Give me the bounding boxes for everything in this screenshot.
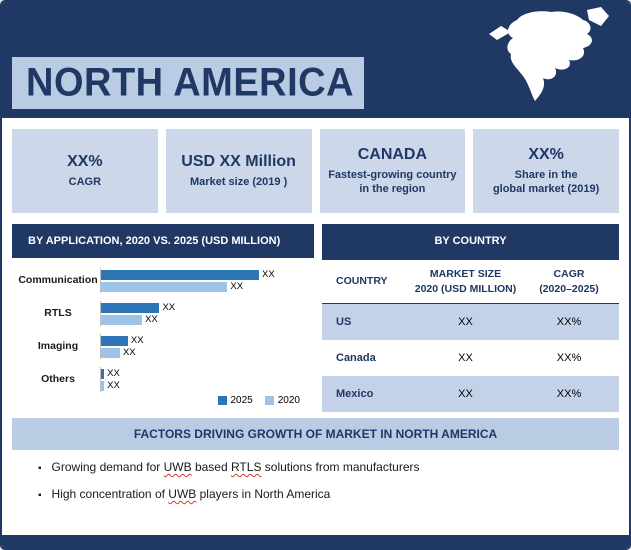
category-label: Imaging (37, 340, 79, 353)
category-label: Others (41, 373, 75, 386)
stat-card: CANADA Fastest-growing country in the re… (319, 129, 466, 213)
stat-label: Share in the global market (2019) (492, 168, 600, 195)
title-panel: NORTH AMERICA (12, 57, 364, 109)
category-label: Communication (18, 274, 98, 287)
bar-2020 (101, 281, 228, 292)
table-cell-country: Mexico (336, 388, 374, 400)
table-body: US XX XX% Canada XX XX% Mexico XX XX% (322, 304, 619, 412)
spellcheck-flagged-word: UWB (168, 487, 197, 501)
bar-value-label: XX (130, 335, 144, 346)
bar-value-label: XX (145, 314, 158, 325)
stat-label: Market size (2019 ) (190, 175, 288, 188)
legend-label: 2020 (277, 395, 300, 406)
country-table: COUNTRY MARKET SIZE 2020 (USD MILLION) CAG… (322, 258, 619, 414)
table-cell-cagr: XX% (556, 352, 582, 364)
stat-value: XX% (67, 152, 103, 170)
bar-value-label: XX (262, 269, 275, 280)
stat-card: XX% CAGR (12, 129, 158, 213)
bar-2020 (101, 380, 105, 391)
table-row: US XX XX% (322, 304, 619, 340)
chart-category-row: RTLS XX XX (16, 301, 310, 326)
table-header-cell: CAGR (2020–2025) (539, 268, 599, 295)
table-row: Canada XX XX% (322, 340, 619, 376)
middle-section: BY APPLICATION, 2020 VS. 2025 (USD MILLI… (12, 224, 619, 414)
spellcheck-flagged-word: UWB (163, 460, 192, 474)
table-header-cell: MARKET SIZE 2020 (USD MILLION) (414, 268, 517, 295)
table-row: Mexico XX XX% (322, 376, 619, 412)
section-header-by-application: BY APPLICATION, 2020 VS. 2025 (USD MILLI… (12, 224, 314, 258)
stat-card: XX% Share in the global market (2019) (473, 129, 619, 213)
page-title: NORTH AMERICA (26, 60, 355, 105)
table-cell-country: Canada (336, 352, 376, 364)
chart-category-row: Others XX XX (16, 367, 310, 392)
chart-category-row: Imaging XX XX (16, 334, 310, 359)
bar-value-label: XX (107, 380, 120, 391)
legend-item-2025: 2025 (217, 395, 253, 406)
legend-item-2020: 2020 (264, 395, 300, 406)
bullet-square-icon: ▪ (38, 490, 42, 501)
stats-row: XX% CAGR USD XX Million Market size (201… (12, 129, 619, 213)
application-bar-chart: Communication XX XX RTLS XX XX Imaging XX XX Othe… (12, 258, 314, 414)
by-application-section: BY APPLICATION, 2020 VS. 2025 (USD MILLI… (12, 224, 314, 414)
chart-legend: 2025 2020 (217, 395, 300, 406)
bar-2020 (101, 347, 120, 358)
stat-label: CAGR (68, 175, 102, 188)
by-country-section: BY COUNTRY COUNTRY MARKET SIZE 2020 (USD … (322, 224, 619, 414)
bar-value-label: XX (122, 347, 136, 358)
bullet-square-icon: ▪ (38, 463, 42, 474)
north-america-map-icon (483, 4, 623, 104)
table-cell-cagr: XX% (556, 316, 582, 328)
spellcheck-flagged-word: RTLS (230, 460, 262, 474)
table-cell-val: XX (458, 316, 473, 328)
bar-2025 (101, 368, 105, 379)
bar-group: XX XX (100, 367, 310, 392)
bar-2020 (101, 314, 143, 325)
bar-2025 (101, 335, 128, 346)
bar-value-label: XX (107, 368, 120, 379)
bullet-text: Growing demand for UWB based RTLS soluti… (51, 460, 420, 474)
legend-swatch (217, 396, 227, 405)
chart-rows: Communication XX XX RTLS XX XX Imaging XX XX Othe… (16, 268, 310, 392)
table-cell-country: US (336, 316, 352, 328)
chart-category-row: Communication XX XX (16, 268, 310, 293)
stat-label: Fastest-growing country in the region (328, 168, 457, 195)
bar-group: XX XX (100, 268, 310, 293)
bar-2025 (101, 269, 259, 280)
header-band: NORTH AMERICA (2, 2, 629, 118)
bar-value-label: XX (230, 281, 244, 292)
stat-card: USD XX Million Market size (2019 ) (165, 129, 312, 213)
stat-value: USD XX Million (181, 152, 296, 170)
stat-value: XX% (528, 145, 564, 163)
section-header-by-country: BY COUNTRY (322, 224, 619, 258)
legend-label: 2025 (230, 395, 253, 406)
table-header-row: COUNTRY MARKET SIZE 2020 (USD MILLION) CAG… (322, 260, 619, 304)
table-cell-val: XX (458, 352, 473, 364)
bar-2025 (101, 302, 160, 313)
table-cell-val: XX (458, 388, 473, 400)
bar-group: XX XX (100, 301, 310, 326)
factor-bullet: ▪ Growing demand for UWB based RTLS solut… (38, 460, 613, 474)
table-header-cell: COUNTRY (336, 275, 388, 288)
factors-title: FACTORS DRIVING GROWTH OF MARKET IN NORT… (12, 418, 619, 450)
bar-group: XX XX (100, 334, 310, 359)
factors-list: ▪ Growing demand for UWB based RTLS solut… (38, 460, 613, 514)
legend-swatch (264, 396, 274, 405)
bar-value-label: XX (162, 302, 176, 313)
footer-band (2, 535, 629, 548)
category-label: RTLS (44, 307, 72, 320)
stat-value: CANADA (357, 145, 428, 163)
table-cell-cagr: XX% (556, 388, 582, 400)
bullet-text: High concentration of UWB players in Nor… (51, 487, 331, 501)
factor-bullet: ▪ High concentration of UWB players in No… (38, 487, 613, 501)
